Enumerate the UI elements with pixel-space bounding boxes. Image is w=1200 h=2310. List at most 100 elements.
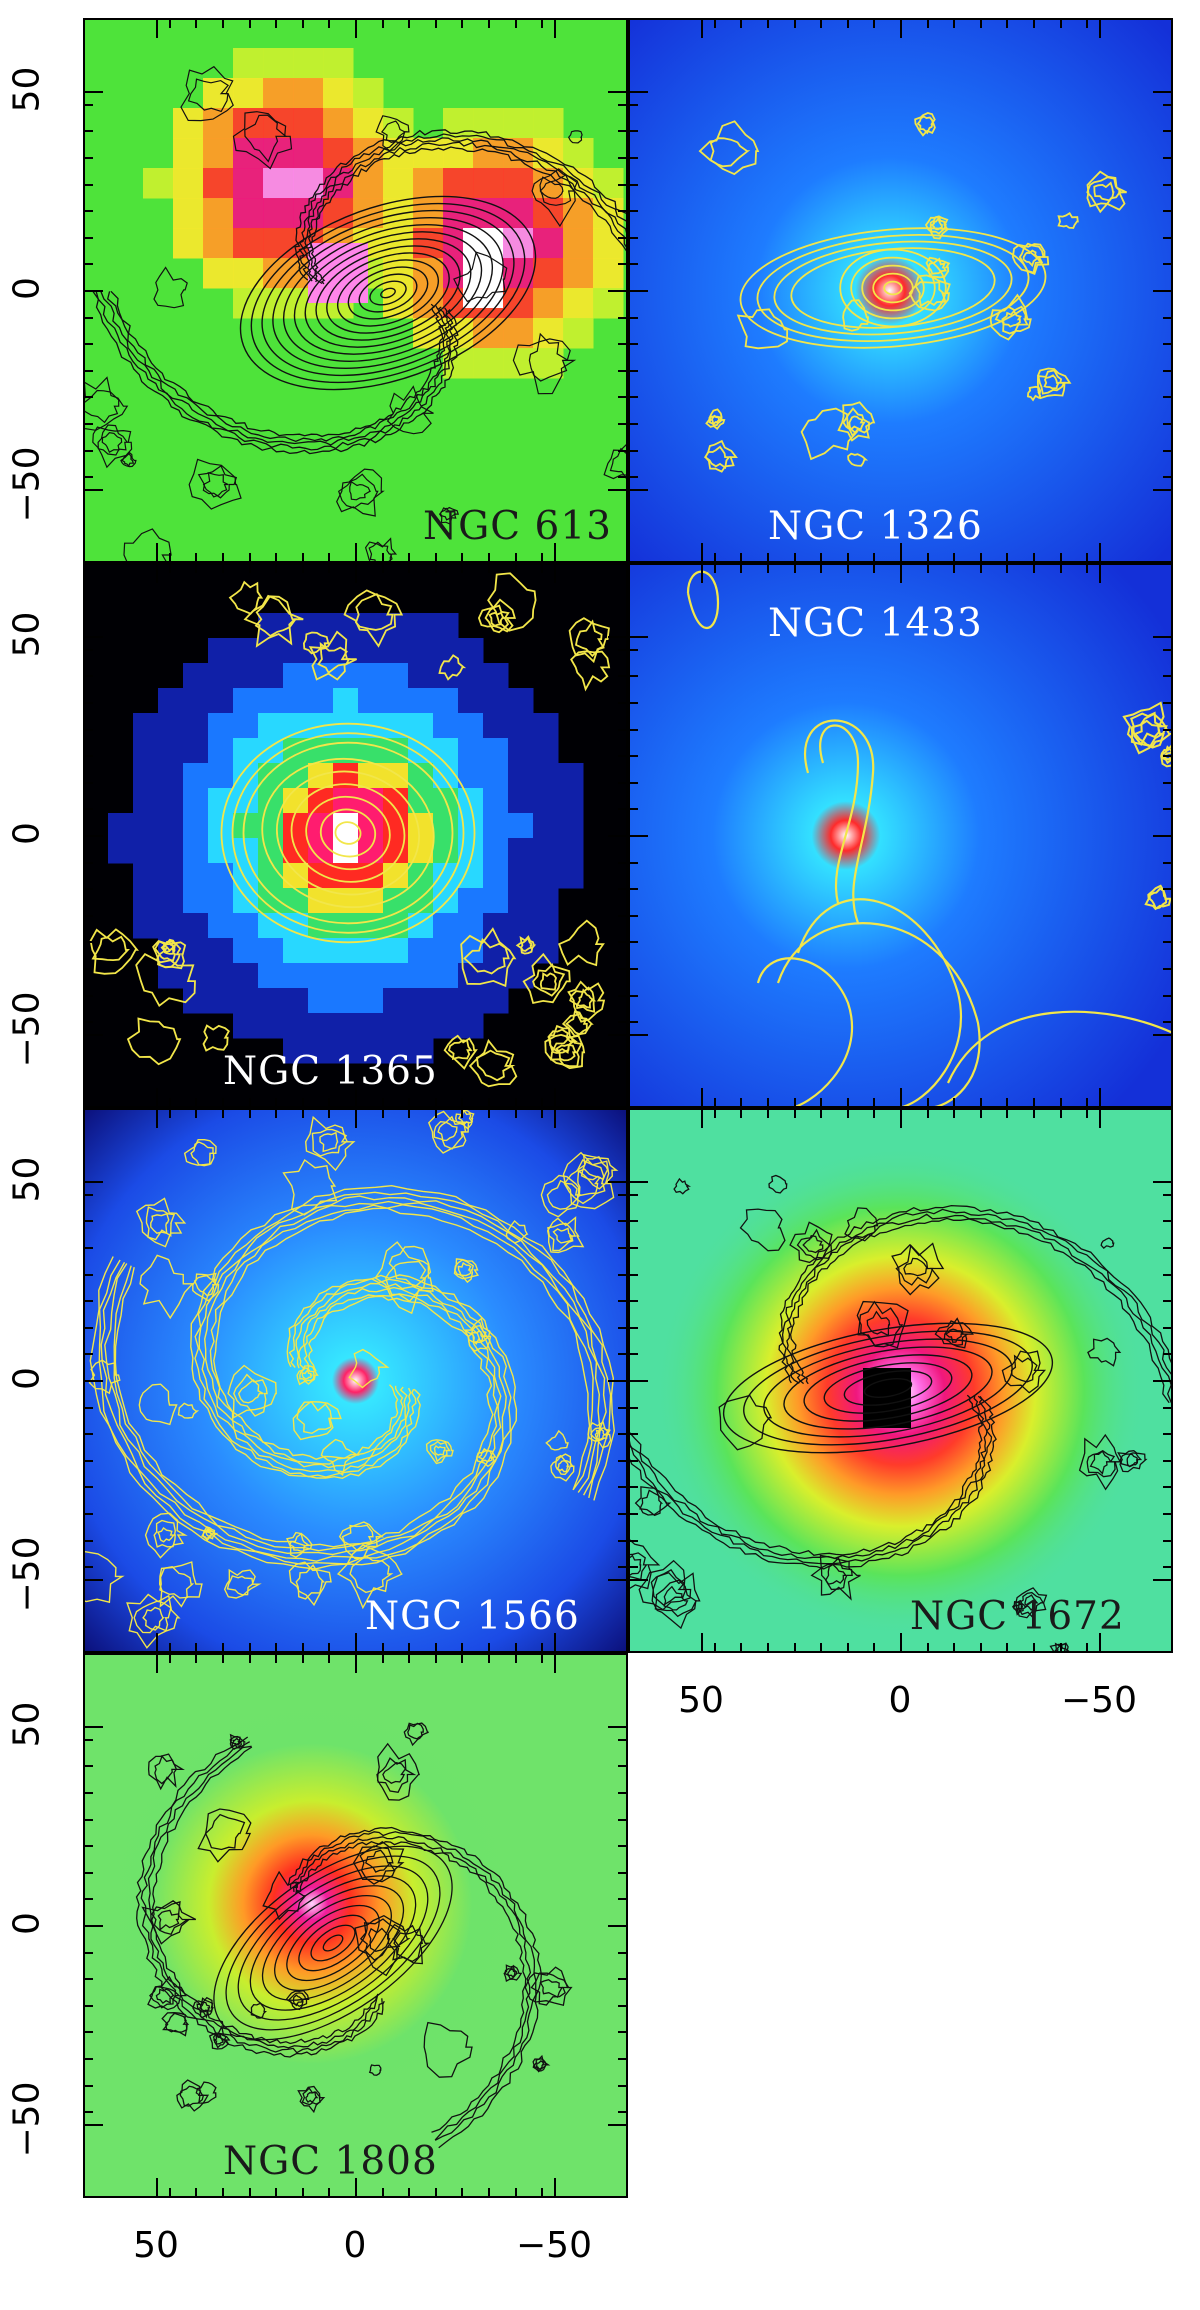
panel-image: [83, 563, 628, 1108]
axis-minor-tick: [953, 1098, 956, 1108]
axis-minor-tick: [618, 316, 628, 319]
x-tick-label: 50: [133, 2225, 179, 2266]
axis-minor-tick: [846, 563, 849, 573]
axis-minor-tick: [926, 1108, 929, 1118]
axis-minor-tick: [618, 1792, 628, 1794]
axis-minor-tick: [83, 755, 93, 758]
axis-minor-tick: [793, 553, 796, 563]
axis-minor-tick: [83, 1353, 93, 1356]
axis-minor-tick: [408, 2188, 411, 2198]
axis-major-tick: [608, 1380, 628, 1382]
axis-minor-tick: [618, 210, 628, 213]
axis-minor-tick: [618, 1738, 628, 1741]
axis-minor-tick: [1163, 1539, 1173, 1542]
axis-minor-tick: [1163, 236, 1173, 239]
axis-minor-tick: [1059, 1098, 1062, 1108]
axis-minor-tick: [83, 1021, 93, 1024]
galaxy-label: NGC 1808: [223, 2139, 438, 2184]
panel-ngc1672: NGC 1672: [628, 1108, 1173, 1653]
axis-minor-tick: [1163, 1353, 1173, 1356]
axis-minor-tick: [618, 1273, 628, 1276]
axis-major-tick: [83, 1925, 103, 1927]
axis-minor-tick: [618, 157, 628, 159]
axis-minor-tick: [1163, 103, 1173, 106]
axis-minor-tick: [541, 553, 544, 563]
panel-image: [628, 18, 1173, 563]
axis-minor-tick: [1163, 157, 1173, 159]
axis-minor-tick: [83, 2084, 93, 2087]
axis-minor-tick: [541, 1098, 544, 1108]
axis-minor-tick: [628, 130, 638, 133]
axis-minor-tick: [953, 563, 956, 573]
axis-minor-tick: [820, 1098, 823, 1108]
axis-minor-tick: [408, 1643, 411, 1653]
axis-minor-tick: [541, 1643, 544, 1653]
axis-minor-tick: [434, 2188, 437, 2198]
axis-minor-tick: [541, 1108, 544, 1118]
axis-major-tick: [83, 1579, 103, 1581]
axis-minor-tick: [618, 1978, 628, 1981]
axis-minor-tick: [953, 1108, 956, 1118]
axis-minor-tick: [168, 553, 171, 563]
axis-minor-tick: [767, 1098, 769, 1108]
axis-minor-tick: [618, 396, 628, 399]
axis-minor-tick: [83, 103, 93, 106]
axis-minor-tick: [767, 553, 769, 563]
axis-minor-tick: [820, 1643, 823, 1653]
axis-minor-tick: [628, 755, 638, 758]
x-tick-label: 0: [343, 2225, 367, 2266]
axis-major-tick: [1153, 290, 1173, 292]
axis-major-tick: [554, 1653, 556, 1673]
panel-ngc613: NGC 613: [83, 18, 628, 563]
panel-ngc1566: NGC 1566: [83, 1108, 628, 1653]
axis-minor-tick: [328, 1653, 331, 1663]
axis-minor-tick: [541, 1653, 544, 1663]
axis-minor-tick: [618, 728, 628, 731]
axis-minor-tick: [541, 2188, 544, 2198]
axis-major-tick: [628, 1034, 648, 1036]
axis-major-tick: [701, 1088, 703, 1108]
axis-minor-tick: [618, 1818, 628, 1821]
axis-minor-tick: [628, 1193, 638, 1196]
axis-minor-tick: [1163, 1459, 1173, 1462]
axis-major-tick: [1153, 91, 1173, 93]
axis-minor-tick: [618, 130, 628, 133]
axis-minor-tick: [514, 563, 517, 573]
galaxy-label: NGC 1672: [910, 1594, 1125, 1639]
axis-minor-tick: [618, 675, 628, 678]
axis-minor-tick: [846, 553, 849, 563]
axis-major-tick: [83, 636, 103, 638]
axis-minor-tick: [618, 1193, 628, 1196]
axis-minor-tick: [541, 18, 544, 28]
axis-minor-tick: [1163, 702, 1173, 704]
axis-minor-tick: [83, 1871, 93, 1874]
axis-major-tick: [355, 1108, 357, 1128]
axis-minor-tick: [1163, 648, 1173, 651]
axis-minor-tick: [618, 1353, 628, 1356]
axis-minor-tick: [618, 755, 628, 758]
axis-minor-tick: [1163, 728, 1173, 731]
axis-minor-tick: [1033, 1098, 1035, 1108]
axis-major-tick: [1153, 1034, 1173, 1036]
axis-minor-tick: [846, 1098, 849, 1108]
axis-minor-tick: [926, 553, 929, 563]
axis-minor-tick: [1006, 18, 1009, 28]
axis-minor-tick: [618, 1459, 628, 1462]
axis-minor-tick: [83, 861, 93, 864]
axis-minor-tick: [618, 1486, 628, 1489]
axis-minor-tick: [1059, 18, 1062, 28]
axis-minor-tick: [713, 553, 716, 563]
axis-minor-tick: [628, 1486, 638, 1489]
axis-minor-tick: [328, 1108, 331, 1118]
axis-minor-tick: [1059, 563, 1062, 573]
axis-minor-tick: [83, 2111, 93, 2114]
axis-major-tick: [83, 1181, 103, 1183]
axis-minor-tick: [740, 1643, 743, 1653]
axis-minor-tick: [1006, 1643, 1009, 1653]
panel-image: [83, 18, 628, 563]
axis-minor-tick: [1033, 18, 1035, 28]
axis-minor-tick: [618, 236, 628, 239]
axis-minor-tick: [83, 1792, 93, 1794]
axis-major-tick: [355, 1088, 357, 1108]
galaxy-label: NGC 1326: [768, 504, 983, 549]
